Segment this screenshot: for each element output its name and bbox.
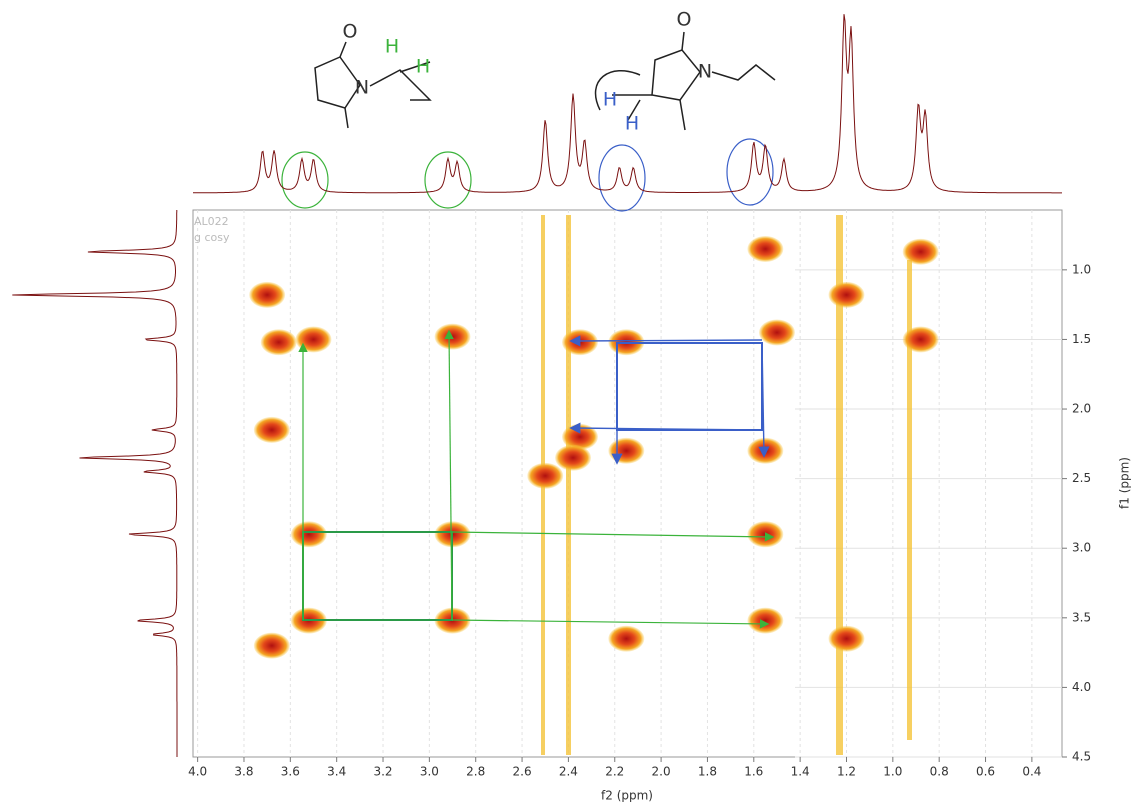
- cross-peak: [828, 625, 865, 652]
- atom-label: H: [385, 36, 399, 58]
- x-axis-label: f2 (ppm): [601, 789, 653, 802]
- cross-peak: [747, 607, 784, 634]
- x-tick-label: 1.0: [883, 765, 902, 779]
- x-tick-label: 1.2: [837, 765, 856, 779]
- atom-label: O: [343, 21, 358, 43]
- x-tick-label: 0.4: [1022, 765, 1041, 779]
- x-tick-label: 0.6: [976, 765, 995, 779]
- cross-peak: [253, 416, 290, 443]
- x-tick-label: 1.6: [744, 765, 763, 779]
- x-tick-label: 0.8: [930, 765, 949, 779]
- cross-peak: [290, 521, 327, 548]
- y-tick-label: 2.5: [1072, 471, 1091, 485]
- atom-label: H: [625, 113, 639, 135]
- cross-peak: [828, 281, 865, 308]
- cross-peak: [608, 437, 645, 464]
- x-tick-label: 4.0: [188, 765, 207, 779]
- x-tick-label: 1.4: [791, 765, 810, 779]
- cross-peak: [747, 521, 784, 548]
- y-tick-label: 3.5: [1072, 610, 1091, 624]
- structure-right: O N H H: [594, 9, 776, 135]
- peaks: [249, 235, 939, 659]
- cross-peak: [555, 444, 592, 471]
- projection-f2: [193, 14, 1062, 194]
- atom-label: H: [416, 56, 430, 78]
- x-tick-label: 3.8: [234, 765, 253, 779]
- structure-left: O N H H: [314, 21, 432, 129]
- cross-peak: [758, 319, 795, 346]
- x-tick-label: 2.2: [605, 765, 624, 779]
- cross-peak: [902, 326, 939, 353]
- y-tick-label: 3.0: [1072, 541, 1091, 555]
- atom-label: N: [355, 77, 369, 99]
- x-tick-label: 3.4: [327, 765, 346, 779]
- atom-label: N: [698, 61, 712, 83]
- plot-frame: [192, 209, 1063, 758]
- x-tick-label: 2.0: [652, 765, 671, 779]
- atom-label: O: [677, 9, 692, 31]
- x-tick-label: 3.0: [420, 765, 439, 779]
- atom-label: H: [603, 89, 617, 111]
- y-tick-label: 2.0: [1072, 402, 1091, 416]
- cross-peak: [253, 632, 290, 659]
- x-tick-label: 2.6: [513, 765, 532, 779]
- x-tick-label: 2.8: [466, 765, 485, 779]
- cross-peak: [260, 329, 297, 356]
- y-tick-label: 1.5: [1072, 332, 1091, 346]
- cross-peak: [434, 323, 471, 350]
- cross-peak: [295, 326, 332, 353]
- cross-peak: [902, 238, 939, 265]
- x-tick-label: 1.8: [698, 765, 717, 779]
- y-axis-label: f1 (ppm): [1118, 457, 1132, 509]
- grid: [197, 210, 1062, 758]
- x-tick-label: 2.4: [559, 765, 578, 779]
- annotations: [281, 138, 775, 629]
- projection-f1: [12, 210, 178, 757]
- y-tick-label: 4.0: [1072, 680, 1091, 694]
- y-tick-label: 1.0: [1072, 262, 1091, 276]
- y-tick-label: 4.5: [1072, 750, 1091, 764]
- cross-peak: [527, 462, 564, 489]
- cross-peak: [561, 329, 598, 356]
- x-tick-label: 3.6: [281, 765, 300, 779]
- cross-peak: [747, 437, 784, 464]
- x-tick-label: 3.2: [373, 765, 392, 779]
- cross-peak: [249, 281, 286, 308]
- cross-peak: [747, 235, 784, 262]
- cross-peak: [608, 625, 645, 652]
- dataset-label: AL022: [194, 215, 229, 228]
- dataset-label: g cosy: [194, 231, 230, 244]
